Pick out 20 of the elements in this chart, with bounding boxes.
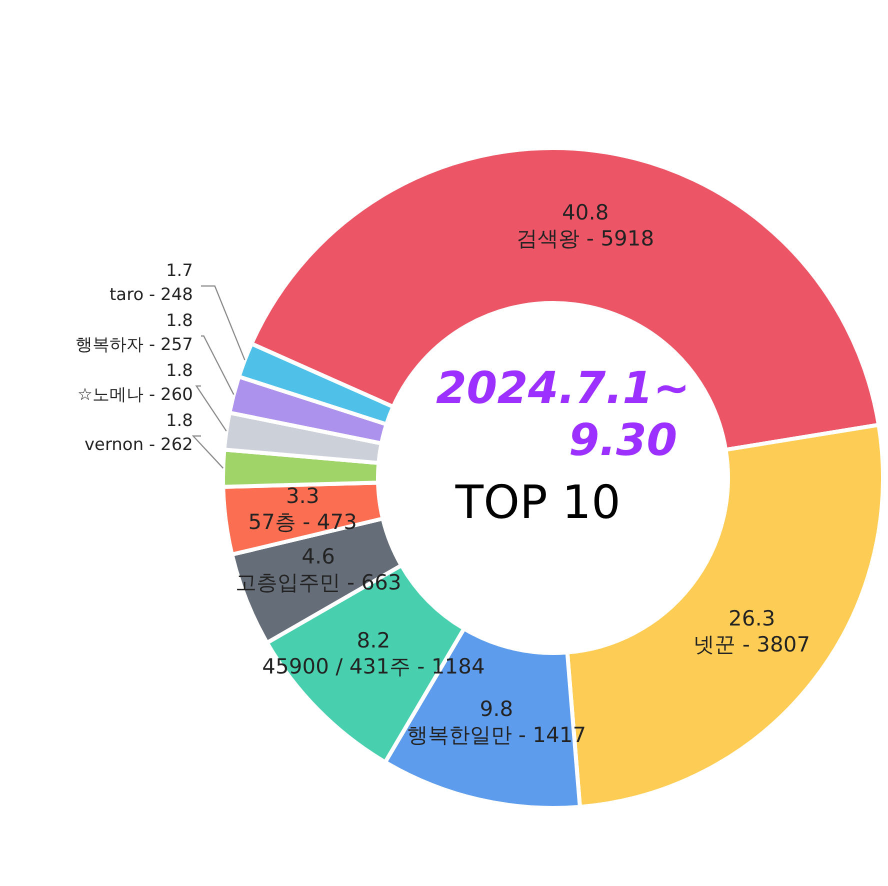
data-label: 4.6 xyxy=(302,544,336,568)
slice-label: 행복하자 - 257 xyxy=(76,335,193,355)
text: 2024.7.1~ xyxy=(436,363,690,414)
text: 9.30 xyxy=(568,415,678,466)
data-label: 9.8 xyxy=(480,697,514,722)
text: TOP 10 xyxy=(454,475,621,529)
data-label: 8.2 xyxy=(356,628,390,653)
data-label: 3.3 xyxy=(286,484,320,508)
data-label: 1.8 xyxy=(166,361,193,381)
data-label: 1.8 xyxy=(166,311,193,331)
slice-label: 57층 - 473 xyxy=(248,510,358,534)
slice-label: ☆노메나 - 260 xyxy=(77,385,193,405)
data-label: 1.7 xyxy=(166,261,193,281)
data-label: 1.8 xyxy=(166,411,193,431)
slice-label: 넷꾼 - 3807 xyxy=(694,632,810,657)
data-label: 40.8 xyxy=(562,200,609,225)
slice-label: 검색왕 - 5918 xyxy=(516,226,654,251)
slice-label: taro - 248 xyxy=(110,285,193,305)
slice-label: vernon - 262 xyxy=(84,435,193,455)
data-label: 26.3 xyxy=(728,606,776,631)
